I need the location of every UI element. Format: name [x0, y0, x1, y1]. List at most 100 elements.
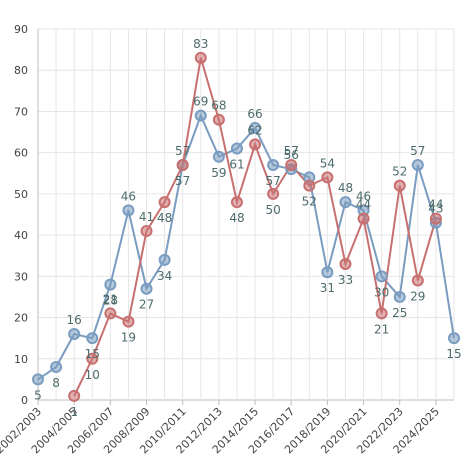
series-2-point: [194, 51, 207, 64]
gridlines: [37, 28, 455, 401]
series-1-point: [230, 142, 243, 155]
series-1-point: [68, 328, 81, 341]
series-2-point: [68, 389, 81, 402]
series-2-data-label: 62: [247, 123, 262, 137]
series-2-data-label: 57: [284, 144, 299, 158]
series-1-data-label: 46: [121, 189, 136, 203]
series-2-point: [158, 196, 171, 209]
series-1-data-label: 57: [175, 144, 190, 158]
series-1-data-label: 15: [446, 347, 461, 361]
series-1-data-label: 28: [103, 294, 118, 308]
series-2-point: [339, 257, 352, 270]
series-2-data-label: 10: [85, 368, 100, 382]
y-axis-ticks: 0 10 20 30 40 50 60 70 80 90: [14, 23, 28, 407]
series-1-data-label: 56: [284, 148, 299, 162]
series-1-data-label: 66: [247, 107, 262, 121]
y-tick-label: 50: [14, 188, 28, 201]
series-2-data-label: 48: [157, 211, 172, 225]
series-1-data-label: 57: [410, 144, 425, 158]
series-1-point: [104, 278, 117, 291]
series-2-data-label: 1: [70, 405, 78, 419]
series-2-point: [212, 113, 225, 126]
series-1-data-label: 46: [356, 189, 371, 203]
series-2-data-label: 21: [374, 322, 389, 336]
series-1-point: [448, 332, 460, 345]
series-layer: [32, 51, 460, 402]
series-2-point: [249, 138, 262, 151]
series-2-data-label: 19: [121, 331, 136, 345]
series-2-data-label: 21: [103, 292, 118, 306]
series-1-data-label: 8: [52, 376, 60, 390]
series-1-point: [50, 361, 63, 374]
series-1-data-label: 31: [320, 281, 335, 295]
series-1-data-label: 27: [139, 298, 154, 312]
y-tick-label: 10: [14, 353, 28, 366]
y-tick-label: 90: [14, 23, 28, 36]
series-1-data-label: 15: [85, 347, 100, 361]
series-1-point: [411, 159, 424, 172]
series-2-data-label: 50: [265, 203, 280, 217]
series-2-point: [122, 315, 135, 328]
series-2-point: [393, 179, 406, 192]
series-1-point: [122, 204, 135, 217]
series-2-point: [321, 171, 334, 184]
y-tick-label: 40: [14, 229, 28, 242]
series-2-point: [285, 159, 298, 172]
series-1-data-label: 30: [374, 285, 389, 299]
series-2-data-label: 41: [139, 210, 154, 224]
series-1-point: [212, 150, 225, 163]
series-2-data-label: 48: [229, 211, 244, 225]
series-2-data-label: 52: [302, 195, 317, 209]
series-1-data-label: 61: [229, 158, 244, 172]
series-1-point: [375, 270, 388, 283]
series-2-data-label: 68: [211, 99, 226, 113]
series-1-data-label: 25: [392, 306, 407, 320]
series-2-point: [104, 307, 117, 320]
series-1-point: [393, 290, 406, 303]
series-1-data-label: 43: [428, 202, 443, 216]
series-2-point: [303, 179, 316, 192]
series-1-data-label: 69: [193, 95, 208, 109]
series-1-point: [321, 266, 334, 279]
series-2-point: [230, 196, 243, 209]
series-1-data-label: 57: [265, 174, 280, 188]
series-1-point: [194, 109, 207, 122]
series-1-point: [86, 332, 99, 345]
series-2-point: [375, 307, 388, 320]
series-1-data-label: 5: [34, 388, 42, 402]
y-tick-label: 20: [14, 312, 28, 325]
y-tick-label: 0: [21, 394, 28, 407]
series-1-point: [267, 159, 280, 172]
series-1-point: [158, 253, 171, 266]
data-labels: 5816152846273457695961665756314846302557…: [34, 37, 461, 419]
y-tick-label: 70: [14, 105, 28, 118]
y-tick-label: 60: [14, 147, 28, 160]
series-1-data-label: 48: [338, 181, 353, 195]
series-2-point: [267, 187, 280, 200]
series-2-data-label: 52: [392, 165, 407, 179]
series-2-data-label: 29: [410, 289, 425, 303]
series-1-point: [339, 196, 352, 209]
series-2-point: [357, 212, 370, 225]
series-2-data-label: 54: [320, 156, 335, 170]
series-2-data-label: 57: [175, 174, 190, 188]
series-2-point: [140, 224, 153, 237]
series-2-point: [86, 352, 99, 365]
y-tick-label: 30: [14, 270, 28, 283]
series-1-point: [249, 121, 262, 134]
series-2-data-label: 44: [428, 198, 443, 212]
y-tick-label: 80: [14, 64, 28, 77]
series-1-data-label: 34: [157, 269, 172, 283]
series-1-data-label: 59: [211, 166, 226, 180]
series-1-point: [140, 282, 153, 295]
series-2-data-label: 44: [356, 198, 371, 212]
series-1-point: [32, 373, 44, 386]
series-2-data-label: 33: [338, 273, 353, 287]
series-2-point: [411, 274, 424, 287]
series-1-data-label: 16: [67, 313, 82, 327]
x-axis-ticks: 2002/20032004/20052006/20072008/20092010…: [0, 400, 442, 456]
series-2-point: [176, 159, 189, 172]
series-2-data-label: 83: [193, 37, 208, 51]
series-2-point: [429, 212, 442, 225]
